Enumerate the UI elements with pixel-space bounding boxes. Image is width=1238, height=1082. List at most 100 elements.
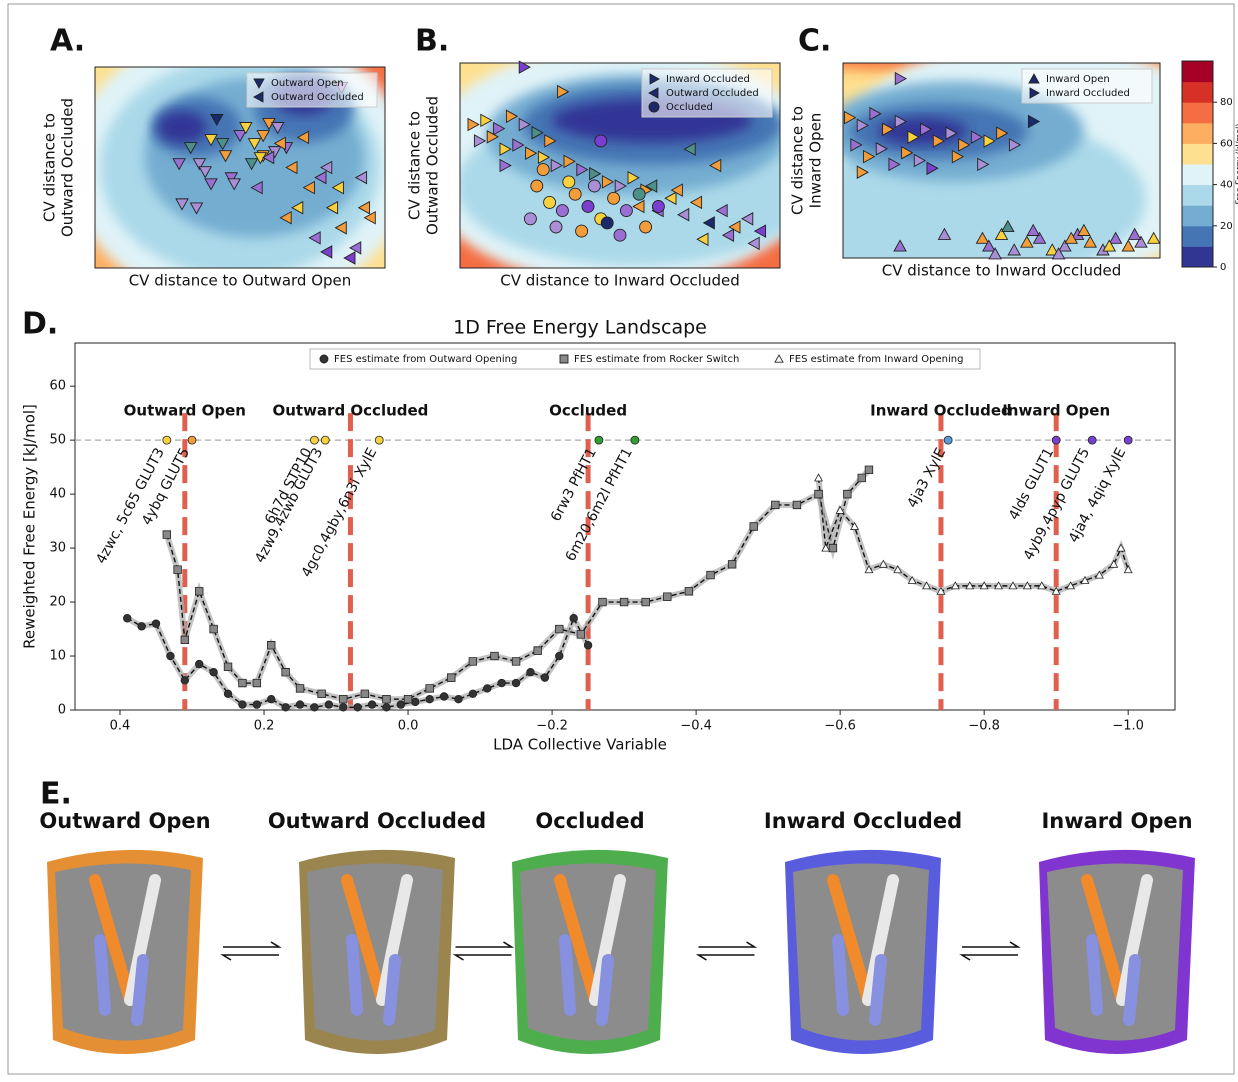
plot-frame: [75, 343, 1175, 710]
data-point: [361, 690, 369, 698]
data-point: [844, 490, 852, 498]
x-tick-label: −1.0: [1112, 719, 1144, 734]
data-point: [163, 531, 171, 539]
data-point: [253, 679, 261, 687]
data-point: [570, 614, 578, 622]
scatter-point: [563, 176, 575, 188]
legend-label: Outward Occluded: [666, 88, 759, 99]
panel-letter: A.: [50, 24, 85, 59]
data-point: [750, 523, 758, 531]
scatter-point: [608, 192, 620, 204]
x-axis-title: CV distance to Outward Open: [129, 272, 352, 290]
y-axis-title: Outward Occluded: [424, 96, 442, 235]
legend-label: Inward Occluded: [666, 74, 750, 85]
data-point: [865, 466, 873, 474]
state-label: Inward Open: [1002, 402, 1110, 420]
y-tick-label: 30: [49, 541, 66, 556]
data-point: [793, 501, 801, 509]
protein-surface: [307, 863, 443, 1040]
data-point: [512, 679, 520, 687]
legend-marker: [649, 102, 659, 112]
x-tick-label: −0.6: [824, 719, 856, 734]
x-tick-label: 0.0: [398, 719, 419, 734]
panel-letter: E.: [40, 777, 72, 812]
data-point: [325, 701, 333, 709]
scatter-point: [544, 196, 556, 208]
data-point: [174, 566, 182, 574]
data-point: [685, 587, 693, 595]
data-point: [267, 641, 275, 649]
data-point: [512, 658, 520, 666]
colorbar-band: [1182, 143, 1213, 164]
data-point: [404, 695, 412, 703]
helix: [1092, 940, 1097, 1010]
colorbar-band: [1182, 82, 1213, 103]
state-label: Outward Open: [124, 402, 246, 420]
scatter-point: [595, 135, 607, 147]
structure-point: [375, 436, 383, 444]
protein-surface: [520, 863, 656, 1040]
data-point: [455, 695, 463, 703]
y-axis-title: CV distance to: [406, 111, 424, 220]
data-point: [181, 677, 189, 685]
protein-render: [299, 850, 512, 1054]
data-point: [527, 668, 535, 676]
colorbar-band: [1182, 102, 1213, 123]
data-point: [152, 620, 160, 628]
scatter-point: [537, 164, 549, 176]
structure-point: [1052, 436, 1060, 444]
data-point: [123, 614, 131, 622]
data-point: [195, 660, 203, 668]
data-point: [253, 701, 261, 709]
y-axis-title: Outward Occluded: [59, 98, 77, 237]
data-point: [426, 695, 434, 703]
y-tick-label: 20: [49, 595, 66, 610]
protein-render: [47, 850, 279, 1054]
data-point: [181, 636, 189, 644]
helix: [389, 960, 395, 1020]
data-point: [555, 652, 563, 660]
protein-surface: [1047, 863, 1183, 1040]
data-point: [210, 668, 218, 676]
equilibrium-arrow: [699, 942, 755, 960]
data-point: [483, 685, 491, 693]
equilibrium-arrow: [223, 942, 279, 960]
colorbar-band: [1182, 185, 1213, 206]
panel-letter: B.: [415, 24, 449, 59]
data-point: [447, 674, 455, 682]
scatter-point: [588, 180, 600, 192]
legend-marker: [560, 355, 568, 363]
heatmap: [772, 35, 1234, 280]
legend-label: Outward Open: [271, 78, 344, 89]
data-point: [282, 704, 290, 712]
data-point: [296, 701, 304, 709]
colorbar-title: Free Energy (kJ/mol): [1235, 124, 1238, 205]
x-tick-label: −0.4: [680, 719, 712, 734]
data-point: [772, 501, 780, 509]
colorbar-band: [1182, 226, 1213, 247]
data-point: [541, 674, 549, 682]
legend-label: Inward Open: [1046, 74, 1110, 85]
equilibrium-arrow: [456, 942, 512, 960]
legend-label: Inward Occluded: [1046, 88, 1130, 99]
data-point: [664, 593, 672, 601]
structure-point: [595, 436, 603, 444]
data-point: [707, 571, 715, 579]
legend-label: FES estimate from Inward Opening: [789, 354, 963, 365]
state-label: Outward Occluded: [272, 402, 428, 420]
data-point: [534, 647, 542, 655]
legend-label: Outward Occluded: [271, 92, 364, 103]
y-tick-label: 40: [49, 487, 66, 502]
colorbar-tick-label: 20: [1220, 221, 1233, 232]
chart-title: 1D Free Energy Landscape: [453, 317, 707, 339]
structure-title: Outward Occluded: [268, 809, 486, 833]
legend-marker: [320, 355, 328, 363]
scatter-point: [601, 217, 613, 229]
data-point: [311, 704, 319, 712]
data-point: [491, 652, 499, 660]
helix: [565, 940, 570, 1010]
structure-title: Inward Occluded: [764, 809, 962, 833]
x-axis-title: CV distance to Inward Occluded: [500, 272, 740, 290]
structure-point: [188, 436, 196, 444]
data-point: [426, 685, 434, 693]
